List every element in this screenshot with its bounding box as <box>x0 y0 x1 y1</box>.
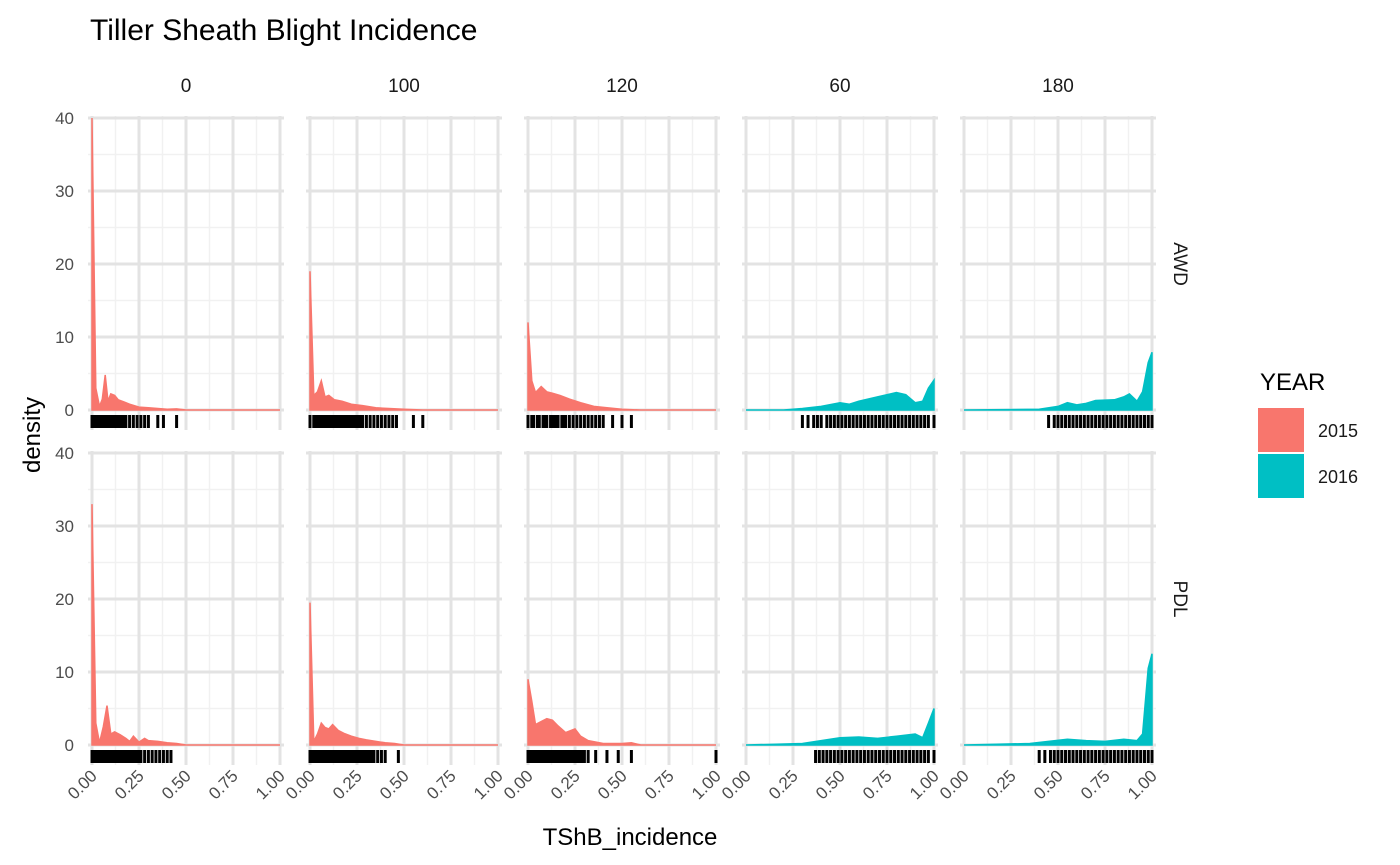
y-tick-label: 30 <box>55 182 74 201</box>
row-strip-label: AWD <box>1169 242 1190 286</box>
x-tick-label: 0.50 <box>594 766 631 803</box>
x-tick-label: 0.00 <box>500 766 537 803</box>
x-tick-label: 1.00 <box>906 766 943 803</box>
density-area-2015 <box>527 322 716 411</box>
density-area-2015 <box>91 504 280 746</box>
x-tick-label: 0.50 <box>376 766 413 803</box>
col-strip-label: 120 <box>606 76 638 97</box>
x-tick-label: 0.25 <box>983 766 1020 803</box>
y-tick-label: 30 <box>55 517 74 536</box>
facet-panel-PDL-180 <box>960 451 1156 765</box>
x-tick-label: 1.00 <box>470 766 507 803</box>
col-strip-label: 0 <box>181 76 192 97</box>
facet-panel-AWD-0 <box>88 116 284 430</box>
density-area-2016 <box>745 708 935 746</box>
y-tick-label: 0 <box>65 401 74 420</box>
x-tick-label: 0.25 <box>111 766 148 803</box>
y-tick-label: 10 <box>55 328 74 347</box>
x-tick-label: 0.50 <box>158 766 195 803</box>
density-area-2016 <box>963 653 1153 746</box>
y-tick-label: 0 <box>65 736 74 755</box>
y-tick-label: 10 <box>55 663 74 682</box>
x-tick-label: 0.25 <box>765 766 802 803</box>
facet-panel-PDL-0 <box>88 451 284 765</box>
x-tick-label: 0.50 <box>812 766 849 803</box>
x-tick-label: 0.00 <box>64 766 101 803</box>
x-tick-label: 0.75 <box>859 766 896 803</box>
density-area-2016 <box>963 352 1153 411</box>
x-tick-label: 1.00 <box>1124 766 1161 803</box>
facet-panel-PDL-120 <box>524 451 720 765</box>
x-tick-label: 1.00 <box>252 766 289 803</box>
y-tick-label: 40 <box>55 444 74 463</box>
x-tick-label: 0.50 <box>1030 766 1067 803</box>
legend: YEAR 2015 2016 <box>1258 369 1358 498</box>
col-strip-label: 100 <box>388 76 420 97</box>
col-strip-label: 180 <box>1042 76 1074 97</box>
x-tick-label: 1.00 <box>688 766 725 803</box>
density-area-2015 <box>527 679 716 746</box>
x-tick-label: 0.75 <box>205 766 242 803</box>
row-strip-label: PDL <box>1169 581 1190 618</box>
legend-label: 2015 <box>1318 421 1358 441</box>
facet-panel-AWD-100 <box>306 116 502 430</box>
legend-label: 2016 <box>1318 467 1358 487</box>
density-area-2016 <box>746 377 935 411</box>
x-tick-label: 0.25 <box>547 766 584 803</box>
y-tick-label: 40 <box>55 109 74 128</box>
facet-panels: 0 0 10 20 30 40 100 120 60 180 AWD 0 10 20 30 40 0.00 0.2… <box>55 76 1190 803</box>
x-tick-label: 0.25 <box>329 766 366 803</box>
y-axis-title: density <box>19 397 46 473</box>
facet-panel-PDL-60 <box>742 451 938 765</box>
facet-panel-AWD-120 <box>524 116 720 430</box>
x-tick-label: 0.75 <box>423 766 460 803</box>
density-area-2015 <box>309 271 498 411</box>
x-tick-label: 0.75 <box>641 766 678 803</box>
x-tick-label: 0.00 <box>282 766 319 803</box>
legend-key-2016 <box>1258 454 1304 498</box>
x-tick-label: 0.00 <box>718 766 755 803</box>
x-tick-label: 0.75 <box>1077 766 1114 803</box>
density-area-2015 <box>91 117 280 411</box>
facet-panel-AWD-180 <box>960 116 1156 430</box>
legend-key-2015 <box>1258 408 1304 452</box>
legend-title: YEAR <box>1260 369 1325 396</box>
x-axis-title: TShB_incidence <box>543 824 718 851</box>
y-tick-label: 20 <box>55 590 74 609</box>
facet-panel-AWD-60 <box>742 116 938 430</box>
y-tick-label: 20 <box>55 255 74 274</box>
col-strip-label: 60 <box>829 76 850 97</box>
chart-title: Tiller Sheath Blight Incidence <box>90 14 477 47</box>
facet-panel-PDL-100 <box>306 451 502 765</box>
x-tick-label: 0.00 <box>936 766 973 803</box>
density-area-2015 <box>309 602 498 746</box>
